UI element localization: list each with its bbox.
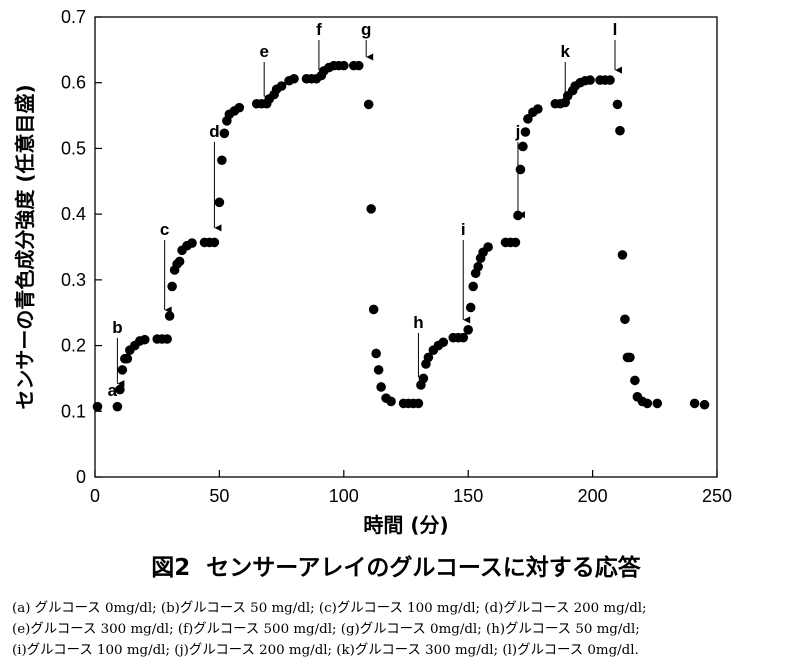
data-point xyxy=(630,375,640,386)
data-point xyxy=(139,334,150,345)
data-point xyxy=(468,281,478,292)
annotations: a b c d e f g h i j k l xyxy=(108,20,622,400)
data-point xyxy=(620,314,630,325)
data-point xyxy=(473,261,483,272)
data-point xyxy=(523,114,533,124)
data-point xyxy=(363,99,374,110)
data-point xyxy=(483,242,493,252)
data-point xyxy=(612,99,623,110)
data-point xyxy=(518,141,528,152)
data-point xyxy=(115,384,125,395)
data-point xyxy=(276,81,287,91)
annotation-label: j xyxy=(515,122,521,141)
y-tick-label: 0.7 xyxy=(61,7,86,27)
data-point xyxy=(92,401,103,412)
y-tick-label: 0.4 xyxy=(61,204,86,224)
x-tick-label: 150 xyxy=(453,486,483,506)
data-point xyxy=(386,396,396,407)
data-point xyxy=(167,281,177,292)
data-point xyxy=(438,337,449,348)
data-point xyxy=(699,399,710,410)
data-point xyxy=(617,250,628,260)
scatter-chart: 0 50 100 150 200 250 0 0.1 0.2 0.3 0.4 0.5 0.6 0.7 a b… xyxy=(13,7,732,537)
y-tick-label: 0.6 xyxy=(61,73,86,93)
annotation-label: h xyxy=(413,313,423,332)
data-point xyxy=(515,164,526,175)
x-tick-label: 250 xyxy=(702,486,732,506)
data-point xyxy=(625,352,635,363)
annotation-label: c xyxy=(160,220,169,239)
data-point xyxy=(217,155,227,166)
data-point xyxy=(122,353,133,364)
data-point xyxy=(366,204,376,214)
annotation-label: f xyxy=(316,20,322,39)
data-point xyxy=(371,348,381,359)
data-point xyxy=(652,398,663,409)
data-point xyxy=(585,75,595,85)
plot-frame xyxy=(94,16,718,478)
data-point xyxy=(219,128,230,139)
data-point xyxy=(289,73,299,84)
data-point xyxy=(339,60,349,71)
figure-caption-title: 図2 センサーアレイのグルコースに対する応答 xyxy=(151,555,641,581)
y-tick-label: 0.5 xyxy=(61,138,86,158)
data-point xyxy=(174,256,185,267)
x-axis-title: 時間 (分) xyxy=(363,513,448,537)
data-point xyxy=(373,365,384,375)
annotation-label: d xyxy=(209,122,219,141)
data-point xyxy=(368,304,379,315)
data-point xyxy=(423,352,434,363)
data-point xyxy=(117,365,128,375)
data-point xyxy=(376,382,386,392)
data-point xyxy=(214,197,225,208)
y-tick-label: 0.3 xyxy=(61,270,86,290)
data-point xyxy=(413,398,424,409)
annotation-label: l xyxy=(613,20,618,39)
annotation-label: e xyxy=(259,42,268,61)
figure-caption-notes: (a) グルコース 0mg/dl; (b)グルコース 50 mg/dl; (c)… xyxy=(12,598,787,661)
data-point xyxy=(605,75,615,85)
x-tick-label: 200 xyxy=(578,486,608,506)
caption-note-line: (e)グルコース 300 mg/dl; (f)グルコース 500 mg/dl; … xyxy=(12,622,640,637)
x-tick-label: 50 xyxy=(209,486,229,506)
annotation-label: g xyxy=(361,20,371,39)
data-point xyxy=(533,104,543,114)
data-points xyxy=(92,60,710,412)
data-point xyxy=(615,125,625,136)
axis-ticks: 0 50 100 150 200 250 0 0.1 0.2 0.3 0.4 0.5 0.6 0.7 xyxy=(61,7,732,506)
caption-note-line: (i)グルコース 100 mg/dl; (j)グルコース 200 mg/dl; … xyxy=(12,643,639,658)
annotation-label: i xyxy=(461,220,466,239)
y-axis-title: センサーの青色成分強度 (任意目盛) xyxy=(13,84,37,409)
annotation-label: a xyxy=(108,381,118,400)
data-point xyxy=(209,237,220,248)
x-tick-label: 100 xyxy=(329,486,359,506)
data-point xyxy=(642,398,653,409)
data-point xyxy=(162,334,172,344)
data-point xyxy=(458,332,469,343)
caption-note-line: (a) グルコース 0mg/dl; (b)グルコース 50 mg/dl; (c)… xyxy=(12,601,647,616)
data-point xyxy=(187,238,197,248)
annotation-label: b xyxy=(112,318,122,337)
data-point xyxy=(353,60,364,71)
data-point xyxy=(463,325,474,335)
annotation-label: k xyxy=(560,42,570,61)
data-point xyxy=(510,237,521,248)
data-point xyxy=(234,102,245,113)
data-point xyxy=(689,398,700,409)
y-tick-label: 0.2 xyxy=(61,336,86,356)
data-point xyxy=(513,210,523,221)
x-tick-label: 0 xyxy=(90,486,100,506)
data-point xyxy=(164,311,175,321)
data-point xyxy=(520,127,531,137)
y-tick-label: 0.1 xyxy=(61,401,86,421)
data-point xyxy=(465,302,476,313)
data-point xyxy=(112,401,123,412)
y-tick-label: 0 xyxy=(76,467,86,487)
data-point xyxy=(418,373,429,384)
